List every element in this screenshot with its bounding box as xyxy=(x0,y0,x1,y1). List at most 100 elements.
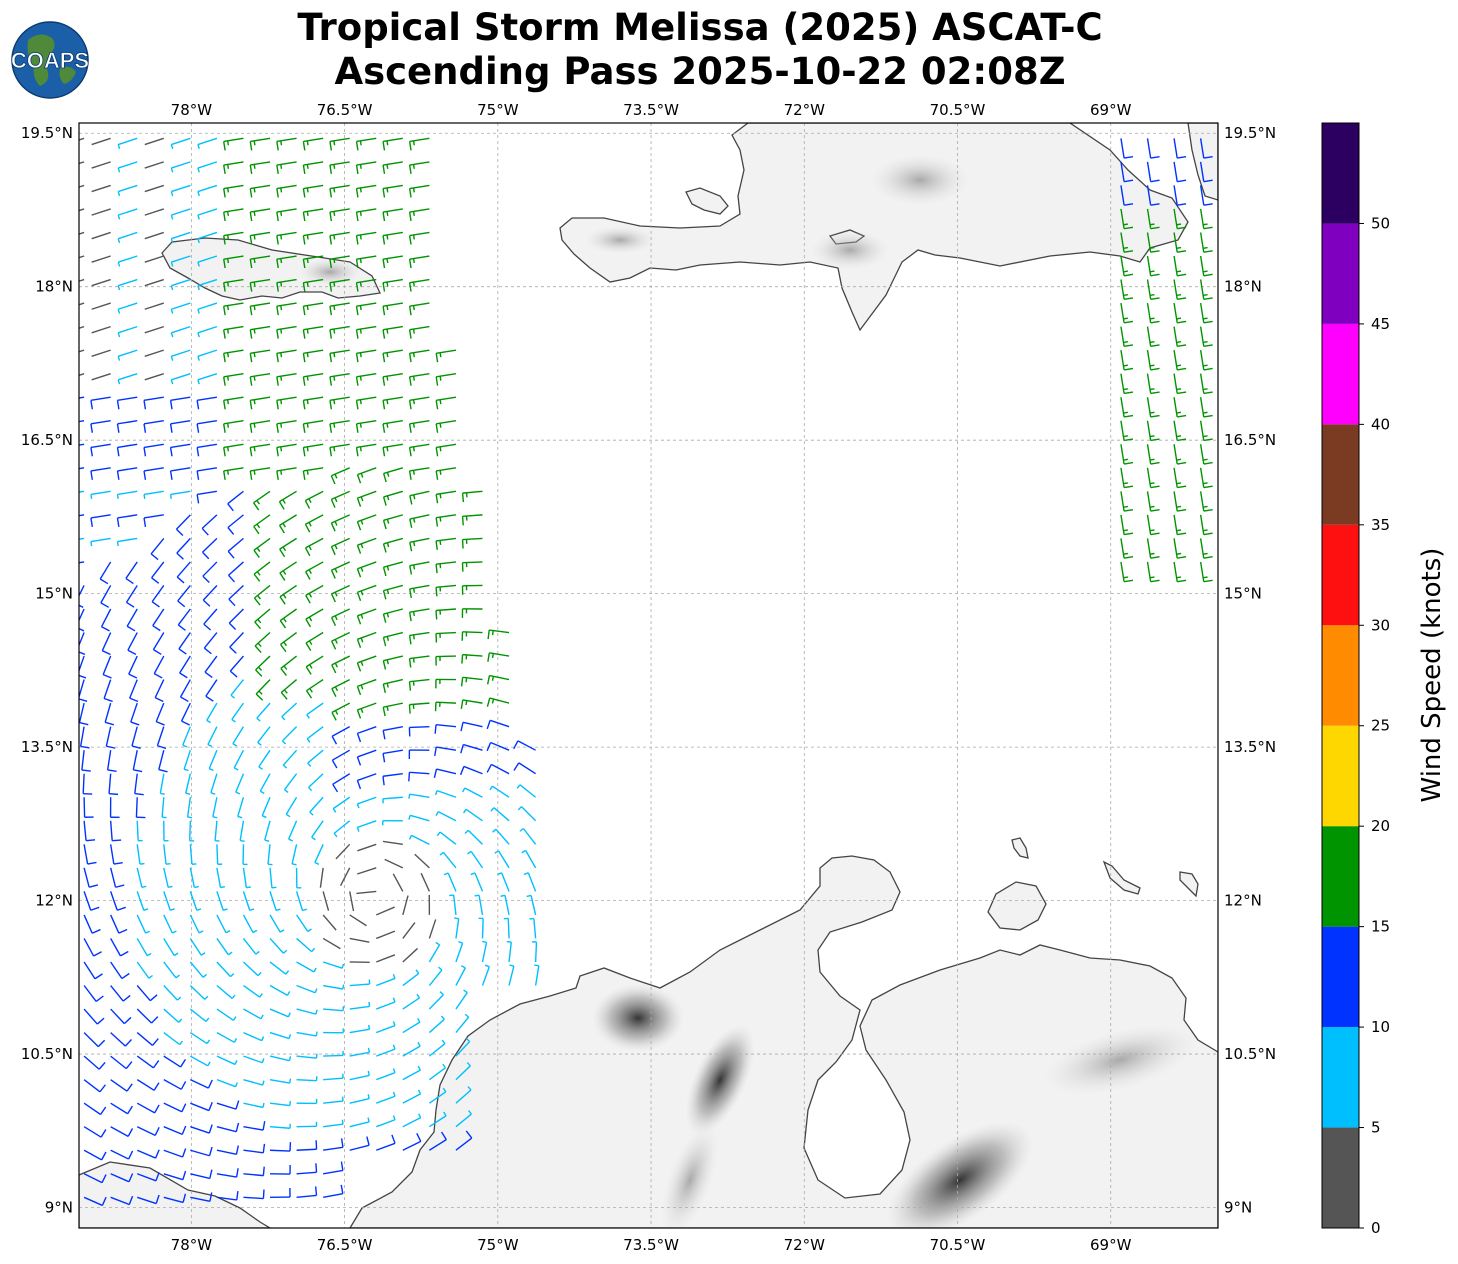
barb-flag xyxy=(90,447,94,457)
barb-flag xyxy=(356,544,362,554)
barb-shaft-776 xyxy=(1120,467,1125,488)
barb-half-flag xyxy=(291,863,297,866)
wind-barb xyxy=(230,679,245,699)
barb-shaft-193 xyxy=(250,443,271,449)
barb-flag xyxy=(1123,297,1134,300)
barb-flag xyxy=(302,141,306,151)
barb-shaft-567 xyxy=(296,961,315,973)
barb-shaft-87 xyxy=(144,278,165,287)
barb-half-flag xyxy=(333,187,336,193)
barb-half-flag xyxy=(333,423,336,428)
barb-half-flag xyxy=(367,1117,370,1123)
barb-flag xyxy=(176,576,185,584)
barb-half-flag xyxy=(173,952,179,957)
barb-flag xyxy=(255,669,263,677)
barb-flag xyxy=(1150,367,1160,371)
wind-barb xyxy=(462,808,483,822)
barb-flag xyxy=(254,645,262,654)
wind-barb xyxy=(332,773,351,793)
wind-barb xyxy=(203,632,218,655)
barb-half-flag xyxy=(332,808,337,813)
barb-half-flag xyxy=(1149,482,1155,485)
barb-half-flag xyxy=(360,614,364,619)
wind-barb xyxy=(117,302,138,314)
wind-barb xyxy=(1120,467,1134,489)
barb-half-flag xyxy=(392,973,396,979)
barb-shaft-196 xyxy=(329,443,350,449)
barb-half-flag xyxy=(280,234,283,240)
barb-half-flag xyxy=(412,588,416,593)
barb-flag xyxy=(116,400,120,410)
barb-flag xyxy=(102,650,111,656)
wind-barb xyxy=(203,608,218,631)
barb-half-flag xyxy=(253,328,256,334)
barb-flag xyxy=(1203,438,1213,442)
barb-shaft-749 xyxy=(1146,302,1152,323)
barb-half-flag xyxy=(386,305,389,311)
barb-shaft-386 xyxy=(232,726,245,745)
wind-barb xyxy=(356,467,377,484)
barb-half-flag xyxy=(1203,388,1208,391)
wind-barb xyxy=(163,1125,187,1135)
barb-flag xyxy=(486,764,492,773)
wind-barb xyxy=(136,1079,160,1091)
wind-barb xyxy=(249,443,271,457)
wind-barb xyxy=(435,467,457,480)
barb-shaft-291 xyxy=(357,584,377,593)
wind-barb xyxy=(163,1008,183,1023)
barb-flag xyxy=(408,635,412,645)
barb-shaft-143 xyxy=(117,373,138,381)
wind-barb xyxy=(91,255,111,263)
barb-flag xyxy=(152,1060,160,1069)
wind-barb xyxy=(382,420,403,433)
barb-half-flag xyxy=(1203,223,1208,226)
barb-shaft-387 xyxy=(257,726,271,743)
barb-shaft-458 xyxy=(264,820,271,841)
barb-flag xyxy=(115,884,125,888)
barb-half-flag xyxy=(1203,293,1208,297)
barb-shaft-195 xyxy=(303,443,324,449)
barb-half-flag xyxy=(359,234,362,240)
barb-flag xyxy=(87,861,97,865)
barb-flag xyxy=(382,567,387,577)
barb-flag xyxy=(223,141,226,151)
barb-shaft-158 xyxy=(117,396,138,402)
barb-flag xyxy=(304,523,311,533)
wind-barb xyxy=(91,278,111,287)
barb-shaft-503 xyxy=(497,850,510,869)
barb-shaft-370 xyxy=(256,702,271,719)
wind-barb xyxy=(136,1149,160,1159)
wind-barb xyxy=(308,773,324,792)
colorbar-tick-label-3: 15 xyxy=(1371,918,1390,936)
barb-half-flag xyxy=(143,908,149,911)
barb-half-flag xyxy=(256,571,261,576)
barb-flag xyxy=(228,622,237,630)
wind-barb xyxy=(190,1055,211,1067)
wind-barb xyxy=(529,917,537,939)
barb-flag xyxy=(152,1038,159,1046)
barb-half-flag xyxy=(413,541,416,547)
barb-flag xyxy=(227,503,234,512)
barb-half-flag xyxy=(1203,435,1208,438)
wind-barb xyxy=(242,914,258,934)
barb-flag xyxy=(382,141,386,151)
barb-shaft-39 xyxy=(356,184,377,190)
lat-tick-left-0: 19.5°N xyxy=(21,124,73,142)
terrain-andes-south xyxy=(660,1123,720,1228)
barb-shaft-644 xyxy=(190,1079,209,1089)
barb-shaft-50 xyxy=(276,208,297,213)
barb-flag xyxy=(279,620,287,629)
barb-shaft-355 xyxy=(306,679,324,692)
barb-shaft-29 xyxy=(91,184,111,193)
barb-shaft-759 xyxy=(1199,350,1205,371)
barb-shaft-525 xyxy=(136,914,147,934)
wind-barb xyxy=(322,914,337,931)
wind-barb xyxy=(355,208,377,222)
barb-flag xyxy=(279,596,286,605)
wind-barb xyxy=(216,1008,237,1021)
wind-barb xyxy=(170,184,191,197)
barb-shaft-129 xyxy=(144,349,165,357)
barb-half-flag xyxy=(117,238,121,244)
barb-flag xyxy=(416,1133,422,1142)
barb-shaft-513 xyxy=(295,891,304,911)
